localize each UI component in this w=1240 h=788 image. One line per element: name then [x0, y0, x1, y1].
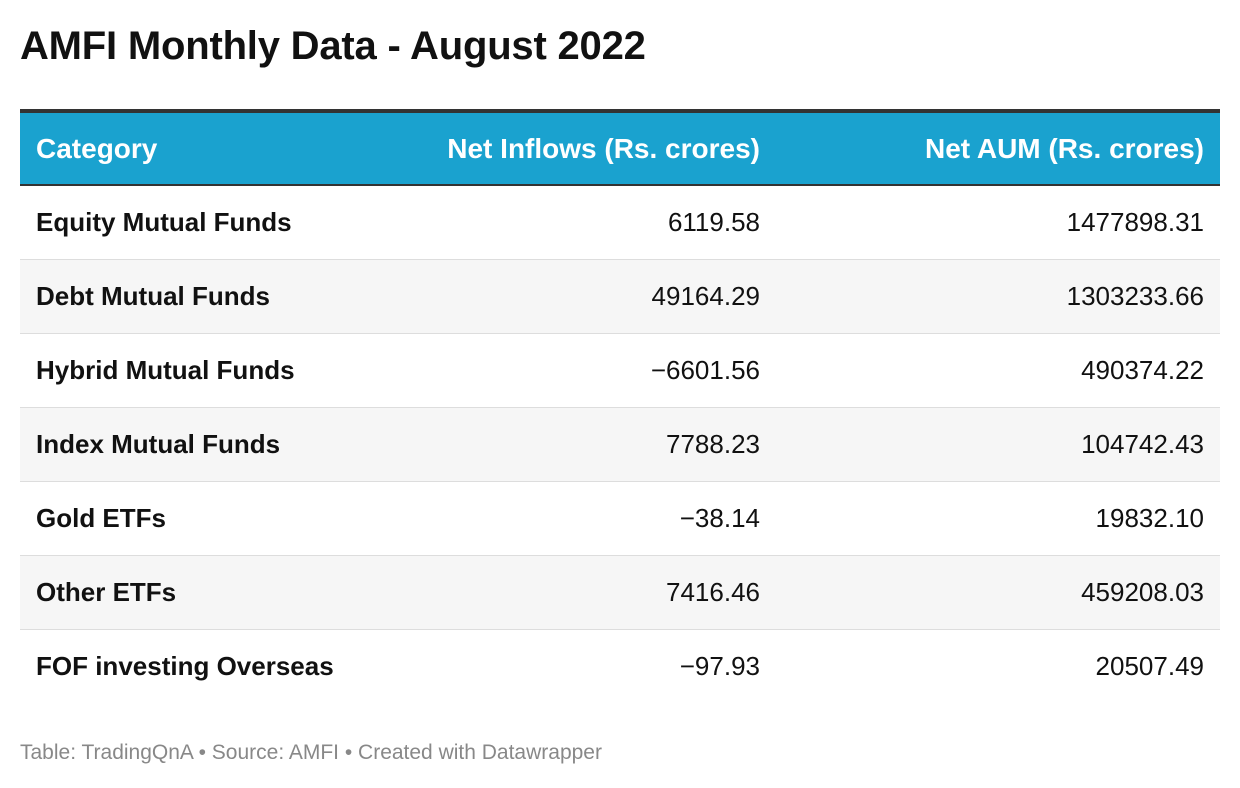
- category-cell: Gold ETFs: [36, 503, 166, 533]
- net-aum-cell: 459208.03: [1081, 577, 1204, 607]
- table-row: Equity Mutual Funds 6119.58 1477898.31: [20, 186, 1220, 260]
- table-header-row: Category Net Inflows (Rs. crores) Net AU…: [20, 113, 1220, 186]
- net-inflows-cell: −6601.56: [650, 355, 760, 385]
- net-aum-cell: 490374.22: [1081, 355, 1204, 385]
- net-inflows-cell: −38.14: [679, 503, 760, 533]
- table-row: Hybrid Mutual Funds −6601.56 490374.22: [20, 334, 1220, 408]
- category-cell: Debt Mutual Funds: [36, 281, 270, 311]
- net-aum-cell: 1303233.66: [1066, 281, 1204, 311]
- category-cell: FOF investing Overseas: [36, 651, 334, 681]
- net-inflows-cell: 7416.46: [666, 577, 760, 607]
- chart-title: AMFI Monthly Data - August 2022: [20, 24, 646, 68]
- table-row: FOF investing Overseas −97.93 20507.49: [20, 630, 1220, 703]
- category-cell: Other ETFs: [36, 577, 177, 607]
- source-footer: Table: TradingQnA • Source: AMFI • Creat…: [20, 741, 602, 764]
- column-header-net-aum[interactable]: Net AUM (Rs. crores): [924, 132, 1204, 164]
- data-table: Category Net Inflows (Rs. crores) Net AU…: [20, 109, 1220, 703]
- table-row: Index Mutual Funds 7788.23 104742.43: [20, 408, 1220, 482]
- table-row: Debt Mutual Funds 49164.29 1303233.66: [20, 260, 1220, 334]
- net-aum-cell: 1477898.31: [1066, 207, 1204, 237]
- net-inflows-cell: 49164.29: [651, 281, 760, 311]
- category-cell: Hybrid Mutual Funds: [36, 355, 295, 385]
- column-header-net-inflows[interactable]: Net Inflows (Rs. crores): [447, 132, 760, 164]
- net-inflows-cell: 6119.58: [667, 207, 760, 237]
- category-cell: Index Mutual Funds: [36, 429, 281, 459]
- table-row: Gold ETFs −38.14 19832.10: [20, 482, 1220, 556]
- category-cell: Equity Mutual Funds: [36, 207, 292, 237]
- net-aum-cell: 104742.43: [1081, 429, 1204, 459]
- net-inflows-cell: −97.93: [679, 651, 760, 681]
- column-header-category[interactable]: Category: [36, 132, 158, 164]
- net-aum-cell: 20507.49: [1095, 651, 1204, 681]
- table-row: Other ETFs 7416.46 459208.03: [20, 556, 1220, 630]
- net-aum-cell: 19832.10: [1095, 503, 1204, 533]
- net-inflows-cell: 7788.23: [666, 429, 760, 459]
